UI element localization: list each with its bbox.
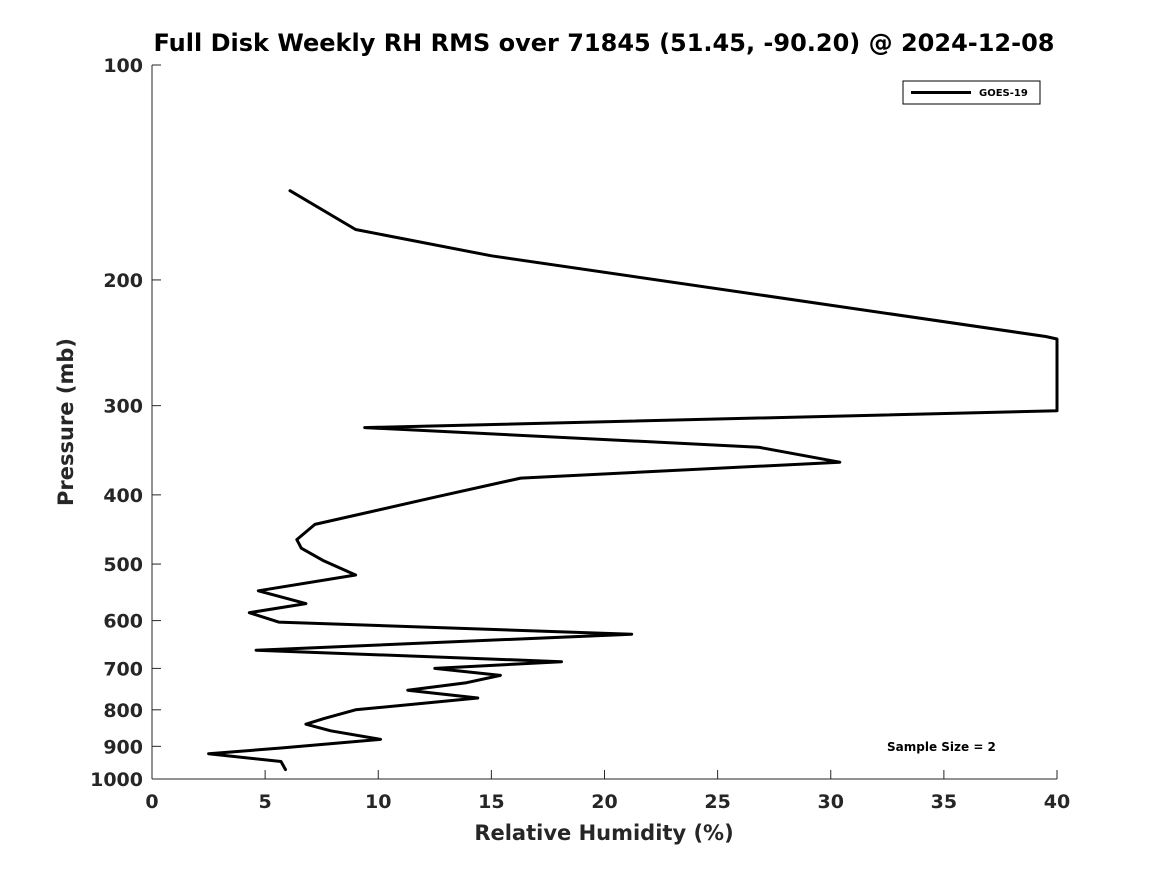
y-tick-label: 400 (103, 485, 143, 507)
legend: GOES-19 (902, 80, 1041, 105)
y-tick-label: 200 (103, 270, 143, 292)
chart-title: Full Disk Weekly RH RMS over 71845 (51.4… (153, 29, 1054, 57)
y-tick-label: 600 (103, 611, 143, 633)
x-tick-label: 15 (478, 791, 504, 813)
sample-size-annotation: Sample Size = 2 (887, 740, 996, 754)
y-tick-label: 300 (103, 396, 143, 418)
legend-box (902, 80, 1041, 105)
series-layer (207, 189, 1059, 772)
x-tick-label: 20 (591, 791, 617, 813)
plot-area: 0 5 10 15 20 25 30 35 40 100 200 300 400 500 600 700 80… (90, 55, 1070, 813)
x-tick-label: 25 (704, 791, 730, 813)
x-tick-label: 5 (259, 791, 272, 813)
y-axis-label: Pressure (mb) (54, 338, 78, 506)
legend-label-goes-19: GOES-19 (979, 88, 1028, 99)
x-tick-label: 30 (818, 791, 844, 813)
series-line-goes-19 (207, 189, 1059, 772)
y-axis-ticks: 100 200 300 400 500 600 700 800 900 1000 (90, 55, 161, 791)
x-tick-label: 40 (1044, 791, 1070, 813)
y-tick-label: 900 (103, 736, 143, 758)
x-tick-label: 10 (365, 791, 391, 813)
x-axis-ticks: 0 5 10 15 20 25 30 35 40 (145, 770, 1070, 813)
y-tick-label: 800 (103, 700, 143, 722)
y-tick-label: 100 (103, 55, 143, 77)
x-tick-label: 35 (931, 791, 957, 813)
x-tick-label: 0 (145, 791, 158, 813)
y-tick-label: 700 (103, 658, 143, 680)
x-axis-label: Relative Humidity (%) (474, 821, 733, 845)
y-tick-label: 1000 (90, 769, 143, 791)
y-tick-label: 500 (103, 554, 143, 576)
